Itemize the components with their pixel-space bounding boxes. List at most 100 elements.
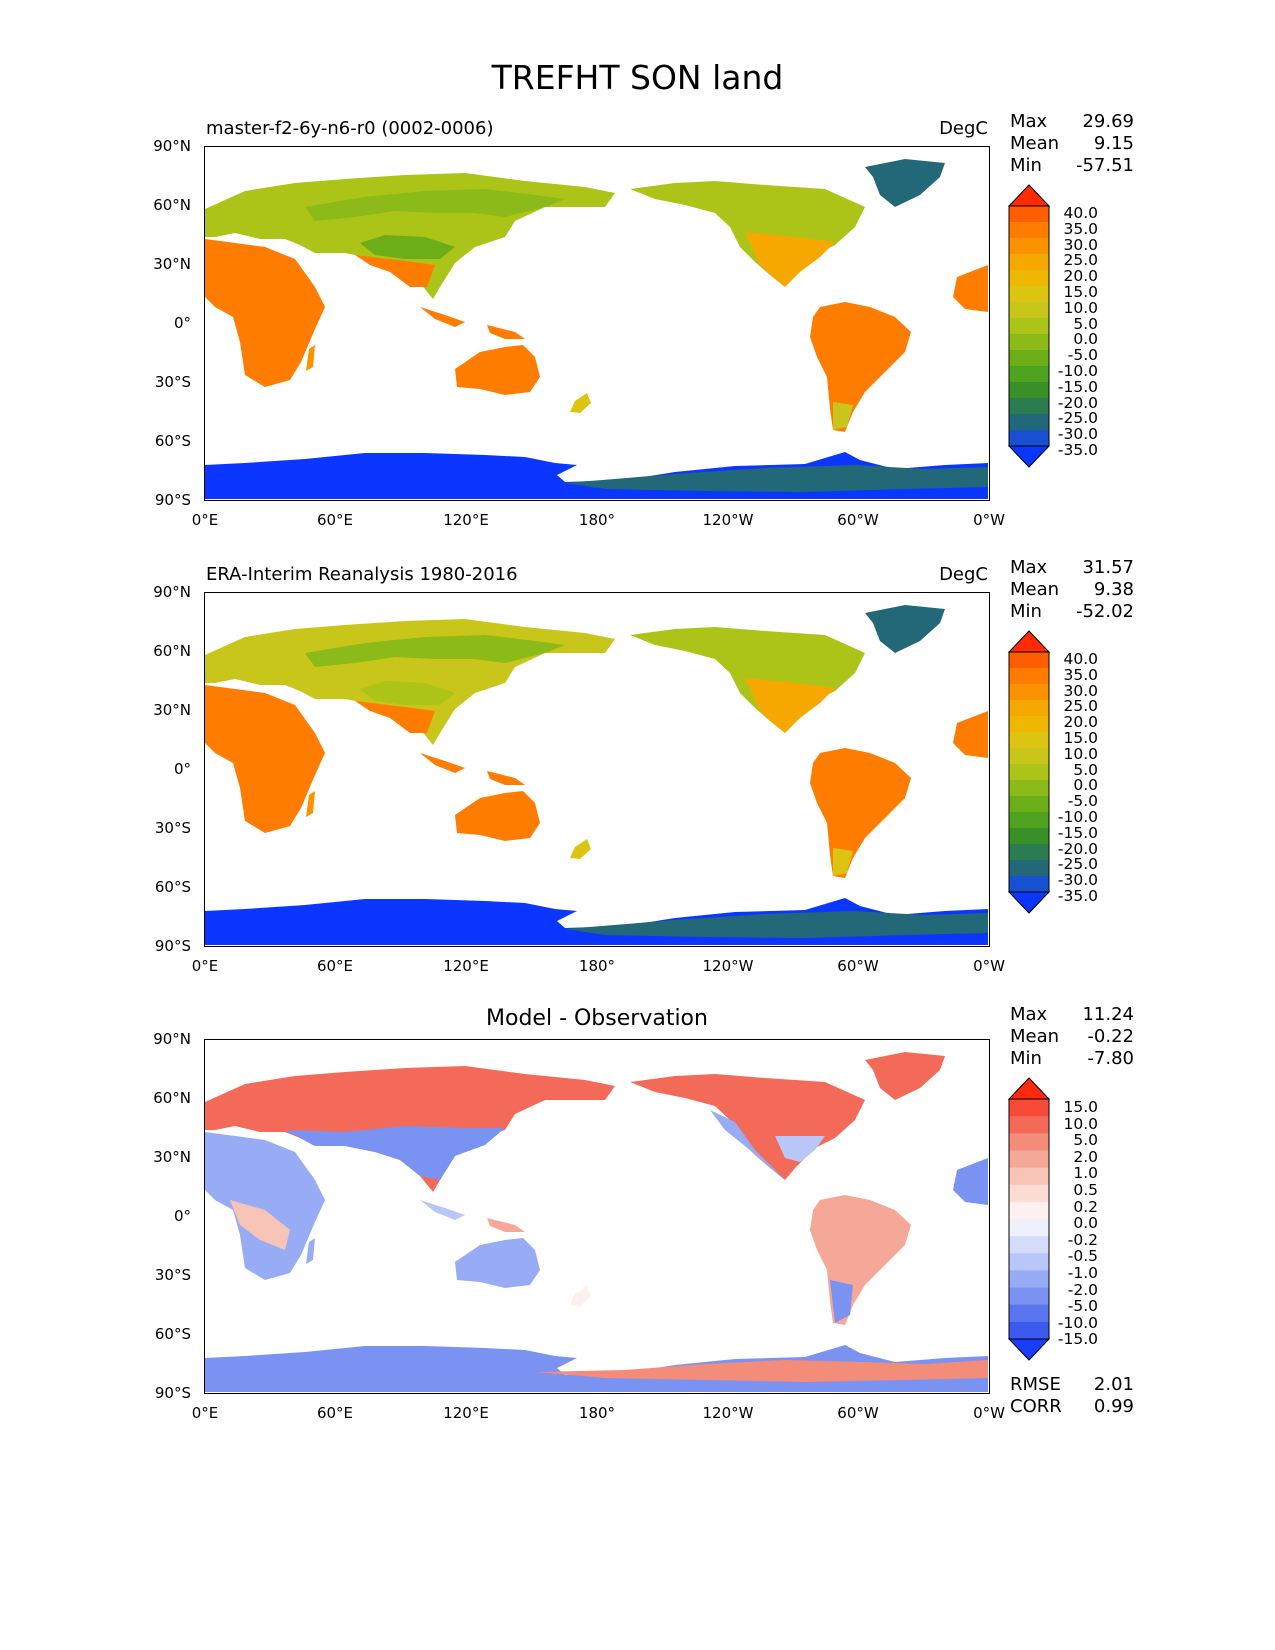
patagonia-shape xyxy=(833,848,853,876)
colorbar-outline xyxy=(1008,651,1050,893)
y-tick-label: 60°N xyxy=(153,1089,191,1107)
africa-shape xyxy=(205,685,325,833)
panel-2-colorbar-labels: 40.0 35.0 30.0 25.0 20.0 15.0 10.0 5.0 0… xyxy=(1046,650,1098,905)
colorbar-label: -5.0 xyxy=(1067,346,1098,365)
madagascar-shape xyxy=(306,791,315,817)
stat-label: Min xyxy=(1010,1048,1042,1069)
panel-1-colorbar xyxy=(1007,184,1051,468)
stat-value: 9.38 xyxy=(1093,579,1134,600)
x-tick-label: 60°E xyxy=(316,957,354,975)
panel-1-colorbar-labels: 40.0 35.0 30.0 25.0 20.0 15.0 10.0 5.0 0… xyxy=(1046,205,1098,459)
usa-shape xyxy=(745,232,835,287)
antarctica-west-shape xyxy=(565,465,988,492)
metric-value: 2.01 xyxy=(1093,1374,1134,1395)
y-tick-label: 30°N xyxy=(153,1148,191,1166)
colorbar-label: 30.0 xyxy=(1063,235,1098,254)
colorbar-segments xyxy=(1007,630,1051,914)
indonesia-shape xyxy=(420,1200,465,1220)
central-asia-shape xyxy=(285,1126,505,1180)
x-tick-label: 60°E xyxy=(316,1404,354,1422)
new-zealand-shape xyxy=(570,393,591,413)
greenland-shape xyxy=(865,159,945,207)
colorbar-segment xyxy=(1009,828,1049,845)
colorbar-label: -35.0 xyxy=(1057,886,1098,905)
colorbar-segment xyxy=(1009,764,1049,781)
colorbar-segment xyxy=(1009,780,1049,797)
colorbar-segment xyxy=(1009,700,1049,717)
africa-shape xyxy=(205,1132,325,1280)
stat-value: 29.69 xyxy=(1082,111,1134,132)
colorbar-segment xyxy=(1009,334,1049,351)
stat-value: -0.22 xyxy=(1087,1026,1134,1047)
colorbar-segment xyxy=(1009,1150,1049,1169)
y-tick-label: 60°S xyxy=(154,1325,191,1343)
x-tick-label: 60°W xyxy=(837,511,879,529)
x-tick-label: 120°W xyxy=(702,511,754,529)
colorbar-label: 5.0 xyxy=(1073,1131,1098,1150)
colorbar-bottom-extension xyxy=(1007,1338,1051,1361)
colorbar-segment xyxy=(1009,270,1049,287)
colorbar-label: -35.0 xyxy=(1057,440,1098,459)
new-guinea-shape xyxy=(487,1218,525,1232)
colorbar-top-extension xyxy=(1007,184,1051,207)
panel-1-stats: Max 29.69 Mean 9.15 Min -57.51 xyxy=(1010,111,1134,177)
colorbar-label: 20.0 xyxy=(1063,267,1098,286)
colorbar-segment xyxy=(1009,860,1049,877)
colorbar-label: 35.0 xyxy=(1063,219,1098,238)
y-tick-label: 90°S xyxy=(154,491,191,509)
colorbar-label: 15.0 xyxy=(1063,282,1098,301)
colorbar-label: 0.0 xyxy=(1073,330,1098,349)
australia-shape xyxy=(455,791,540,841)
north-america-shape xyxy=(630,1074,865,1180)
colorbar-top-extension xyxy=(1007,1077,1051,1100)
stat-label: Max xyxy=(1010,557,1048,578)
x-tick-label: 180° xyxy=(578,957,616,975)
colorbar-label: 0.0 xyxy=(1073,776,1098,795)
greenland-shape xyxy=(865,605,945,653)
panel-3-colorbar-labels: 15.0 10.0 5.0 2.0 1.0 0.5 0.2 0.0 -0.2 -… xyxy=(1046,1099,1098,1348)
rockies-shape xyxy=(710,1110,785,1180)
new-zealand-shape xyxy=(570,839,591,859)
panel-2-title: ERA-Interim Reanalysis 1980-2016 xyxy=(206,564,518,585)
colorbar-label: 0.5 xyxy=(1073,1180,1098,1199)
colorbar-label: -30.0 xyxy=(1057,871,1098,890)
west-africa-wrap-shape xyxy=(953,265,988,312)
y-tick-label: 0° xyxy=(173,314,191,332)
x-tick-label: 120°W xyxy=(702,957,754,975)
colorbar-segment xyxy=(1009,350,1049,367)
australia-shape xyxy=(455,1238,540,1288)
usa-shape xyxy=(745,678,835,733)
colorbar-label: 20.0 xyxy=(1063,713,1098,732)
colorbar-label: 25.0 xyxy=(1063,697,1098,716)
colorbar-segment xyxy=(1009,414,1049,431)
colorbar-label: 10.0 xyxy=(1063,744,1098,763)
x-tick-label: 0°W xyxy=(973,1404,1005,1422)
colorbar-segment xyxy=(1009,318,1049,335)
colorbar-segment xyxy=(1009,366,1049,383)
indonesia-shape xyxy=(420,307,465,327)
colorbar-label: -20.0 xyxy=(1057,839,1098,858)
colorbar-label: 40.0 xyxy=(1063,650,1098,668)
colorbar-label: -15.0 xyxy=(1057,1330,1098,1349)
india-shape xyxy=(355,255,435,287)
colorbar-segment xyxy=(1009,222,1049,239)
y-tick-label: 0° xyxy=(173,1207,191,1225)
panel-1-title: master-f2-6y-n6-r0 (0002-0006) xyxy=(206,118,494,139)
colorbar-label: -2.0 xyxy=(1067,1280,1098,1299)
y-tick-label: 90°S xyxy=(154,937,191,955)
greenland-shape xyxy=(865,1052,945,1100)
metric-label: CORR xyxy=(1010,1396,1062,1417)
x-tick-label: 180° xyxy=(578,511,616,529)
colorbar-label: 10.0 xyxy=(1063,1114,1098,1133)
colorbar-segment xyxy=(1009,796,1049,813)
x-tick-label: 0°W xyxy=(973,957,1005,975)
new-guinea-shape xyxy=(487,325,525,339)
colorbar-segment xyxy=(1009,876,1049,893)
colorbar-label: -10.0 xyxy=(1057,1313,1098,1332)
colorbar-segment xyxy=(1009,1099,1049,1117)
y-tick-label: 30°N xyxy=(153,701,191,719)
colorbar-segment xyxy=(1009,684,1049,701)
new-guinea-shape xyxy=(487,771,525,785)
australia-shape xyxy=(455,345,540,395)
colorbar-outline xyxy=(1008,1098,1050,1340)
